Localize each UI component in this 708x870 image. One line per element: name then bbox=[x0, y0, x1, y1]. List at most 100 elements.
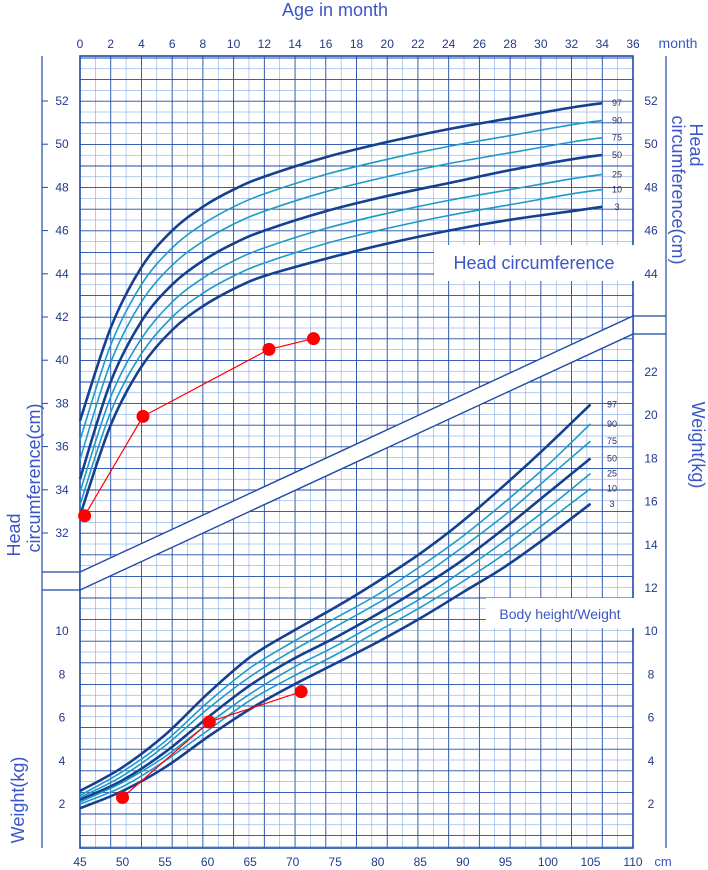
percentile-3-label: 3 bbox=[614, 202, 619, 212]
weight-measurement bbox=[116, 685, 308, 805]
percentile-3-label: 3 bbox=[609, 499, 614, 509]
age-axis-title: Age in month bbox=[282, 0, 388, 20]
head-box-label: Head circumference bbox=[453, 253, 614, 273]
head-axis-title-right-2: circumference(cm) bbox=[668, 115, 688, 264]
age-tick-label: 8 bbox=[200, 37, 207, 51]
age-tick-label: 2 bbox=[107, 37, 114, 51]
height-unit-label: cm bbox=[654, 854, 671, 869]
age-tick-label: 14 bbox=[288, 37, 302, 51]
weight-curves: 97 90 75 50 25 10 3 bbox=[79, 399, 617, 810]
head-tick-right: 50 bbox=[644, 137, 658, 151]
age-tick-label: 34 bbox=[596, 37, 610, 51]
percentile-25-label: 25 bbox=[607, 469, 617, 479]
weight-box-label: Body height/Weight bbox=[499, 606, 620, 622]
percentile-90-label: 90 bbox=[612, 115, 622, 125]
weight-tick-right: 12 bbox=[644, 581, 658, 595]
percentile-97-label: 97 bbox=[607, 399, 617, 409]
age-tick-label: 30 bbox=[534, 37, 548, 51]
percentile-25-line bbox=[79, 173, 603, 493]
height-tick-label: 100 bbox=[538, 855, 558, 869]
age-tick-label: 10 bbox=[227, 37, 241, 51]
percentile-90-line bbox=[79, 119, 603, 441]
percentile-10-label: 10 bbox=[612, 185, 622, 195]
age-tick-label: 4 bbox=[138, 37, 145, 51]
weight-tick-right: 16 bbox=[644, 495, 658, 509]
height-tick-label: 95 bbox=[499, 855, 513, 869]
head-measurement-point bbox=[78, 509, 92, 523]
age-tick-label: 36 bbox=[626, 37, 640, 51]
head-tick-left: 32 bbox=[55, 526, 69, 540]
head-measurement-line bbox=[84, 338, 314, 517]
height-tick-label: 110 bbox=[623, 855, 642, 869]
head-curves: 97 90 75 50 25 10 3 bbox=[78, 98, 622, 517]
weight-measurement-point bbox=[294, 685, 308, 699]
weight-axis-title-left: Weight(kg) bbox=[8, 757, 28, 844]
height-tick-label: 65 bbox=[243, 855, 257, 869]
weight-tick-right: 10 bbox=[644, 624, 658, 638]
weight-measurement-point bbox=[116, 791, 130, 805]
height-tick-label: 90 bbox=[456, 855, 470, 869]
head-tick-left: 50 bbox=[55, 137, 69, 151]
head-measurement-point bbox=[136, 409, 150, 423]
height-tick-label: 80 bbox=[371, 855, 385, 869]
height-tick-label: 55 bbox=[158, 855, 172, 869]
height-tick-label: 45 bbox=[73, 855, 87, 869]
weight-tick-right: 2 bbox=[648, 797, 655, 811]
percentile-50-line bbox=[79, 457, 592, 801]
weight-tick-right: 22 bbox=[644, 365, 658, 379]
weight-tick-right: 20 bbox=[644, 408, 658, 422]
head-box bbox=[434, 245, 635, 281]
separator-band bbox=[42, 314, 666, 592]
head-tick-left: 48 bbox=[55, 180, 69, 194]
head-tick-left: 36 bbox=[55, 440, 69, 454]
weight-tick-left: 10 bbox=[55, 624, 69, 638]
head-measurement-point bbox=[262, 342, 276, 356]
percentile-10-line bbox=[79, 188, 603, 506]
head-tick-left: 40 bbox=[55, 353, 69, 367]
height-tick-label: 50 bbox=[116, 855, 130, 869]
weight-tick-left: 6 bbox=[59, 711, 66, 725]
weight-tick-right: 8 bbox=[648, 667, 655, 681]
age-tick-label: 6 bbox=[169, 37, 176, 51]
head-measurement-point bbox=[306, 332, 320, 346]
head-tick-left: 42 bbox=[55, 310, 69, 324]
weight-tick-right: 14 bbox=[644, 538, 658, 552]
height-tick-label: 85 bbox=[414, 855, 428, 869]
weight-measurement-point bbox=[202, 715, 216, 729]
height-tick-label: 75 bbox=[329, 855, 343, 869]
head-tick-left: 44 bbox=[55, 267, 69, 281]
percentile-90-label: 90 bbox=[607, 419, 617, 429]
head-tick-right: 46 bbox=[644, 224, 658, 238]
plot-frame bbox=[79, 55, 634, 849]
percentile-25-label: 25 bbox=[612, 169, 622, 179]
head-tick-left: 38 bbox=[55, 396, 69, 410]
head-tick-right: 44 bbox=[644, 267, 658, 281]
weight-tick-left: 2 bbox=[59, 797, 66, 811]
head-measurement bbox=[78, 332, 320, 523]
age-tick-label: 28 bbox=[503, 37, 517, 51]
percentile-97-line bbox=[78, 101, 603, 422]
percentile-3-line bbox=[79, 502, 592, 810]
percentile-75-line bbox=[79, 136, 603, 460]
percentile-75-label: 75 bbox=[607, 436, 617, 446]
head-tick-left: 34 bbox=[55, 483, 69, 497]
weight-tick-left: 8 bbox=[59, 667, 66, 681]
percentile-75-label: 75 bbox=[612, 133, 622, 143]
head-axis-title-left-1: Head bbox=[4, 513, 24, 556]
age-tick-label: 12 bbox=[258, 37, 272, 51]
height-tick-label: 60 bbox=[201, 855, 215, 869]
head-tick-left: 52 bbox=[55, 94, 69, 108]
weight-tick-right: 4 bbox=[648, 754, 655, 768]
percentile-97-line bbox=[79, 403, 592, 793]
percentile-10-label: 10 bbox=[607, 484, 617, 494]
height-tick-label: 70 bbox=[286, 855, 300, 869]
percentile-25-line bbox=[79, 472, 592, 803]
head-tick-right: 48 bbox=[644, 180, 658, 194]
age-tick-label: 24 bbox=[442, 37, 456, 51]
weight-box bbox=[486, 598, 634, 628]
percentile-3-line bbox=[78, 205, 603, 517]
head-axis-title-right-1: Head bbox=[686, 123, 706, 166]
age-tick-label: 16 bbox=[319, 37, 333, 51]
percentile-97-label: 97 bbox=[612, 98, 622, 108]
